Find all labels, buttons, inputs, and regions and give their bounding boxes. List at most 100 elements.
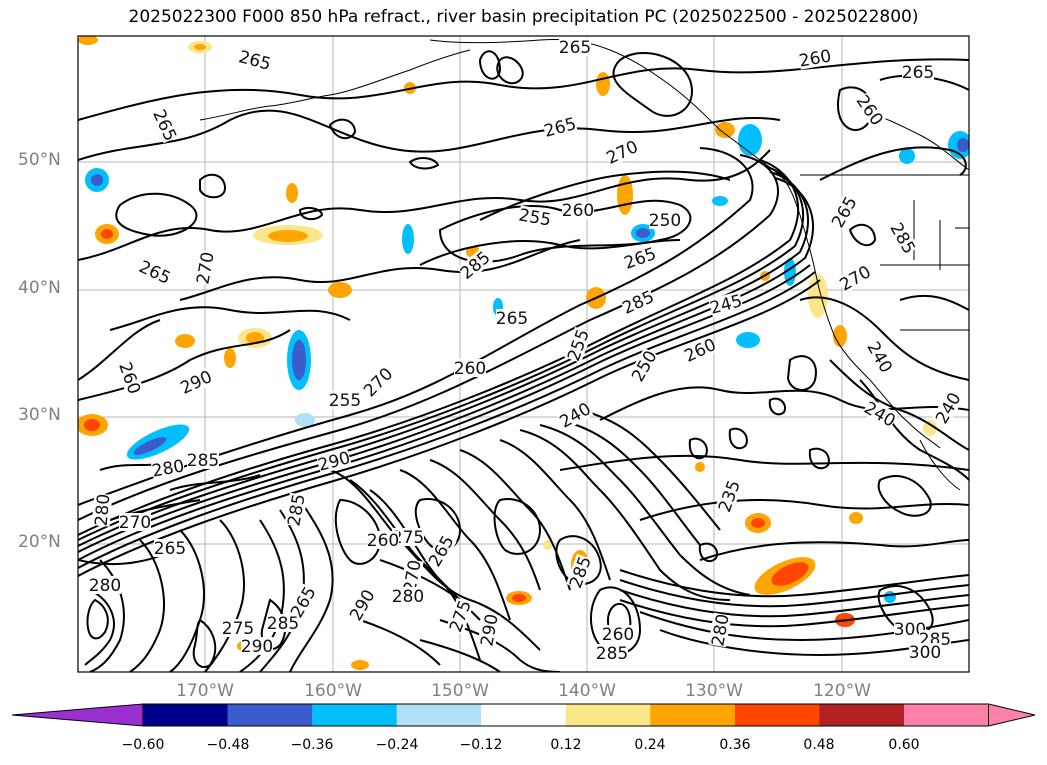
fill-patch [101,229,113,239]
lon-label-130w: 130°W [685,681,743,701]
contour-label-group: 275 [222,619,254,639]
fill-patch [175,334,195,348]
contour-label: 250 [649,211,681,231]
coastlines [199,39,969,491]
fill-patch [402,224,414,254]
plot-frame [77,35,970,673]
contour-label: 280 [392,587,424,607]
lon-label-140w: 140°W [558,681,616,701]
contour-label-group: 250 [649,211,681,231]
lat-label-40n: 40°N [18,278,61,298]
lon-label-150w: 150°W [431,681,489,701]
contour-label: 255 [329,391,361,411]
colorbar-tick-label: 0.36 [719,737,751,753]
fill-patch [268,230,308,242]
colorbar-segment [734,704,820,726]
fill-patch [751,518,765,528]
fill-patch [351,660,369,670]
contour-label-group: 255 [329,391,361,411]
fill-patch [617,175,633,215]
colorbar [11,703,1036,727]
fill-patch [596,72,610,96]
fill-patch [512,594,526,602]
fill-patch [91,174,103,186]
lat-label-30n: 30°N [18,405,61,425]
contour-label-group: 260 [454,359,486,379]
fill-patch [923,420,937,436]
colorbar-segment [903,704,989,726]
colorbar-segment [650,704,736,726]
contour-label-group: 280 [150,456,185,481]
fill-patch [849,512,863,524]
contour-label-group: 260 [367,531,399,551]
contour-label: 265 [902,63,934,83]
contour-label: 270 [119,513,151,533]
contour-label-group: 285 [187,451,219,471]
contour-label: 260 [602,625,634,645]
contour-label: 260 [454,359,486,379]
colorbar-segment [396,704,482,726]
fill-patch [84,419,100,431]
lat-label-20n: 20°N [18,532,61,552]
contour-label-group: 275 [392,528,424,548]
contour-label-group: 280 [89,576,121,596]
contour-label: 290 [241,637,273,657]
fill-patch [292,340,306,380]
fill-patch [543,540,553,550]
colorbar-segment [312,704,398,726]
fill-patch [133,437,167,455]
fill-patch [784,258,796,286]
contour-label-group: 280 [392,587,424,607]
colorbar-segment [565,704,651,726]
fill-patch [286,183,298,203]
colorbar-segment [143,704,229,726]
fill-patch [738,124,762,156]
colorbar-tick-label: 0.24 [634,737,666,753]
colorbar-segment [481,704,567,726]
map-title: 2025022300 F000 850 hPa refract., river … [128,7,919,27]
fill-patch [695,462,705,472]
colorbar-tick-label: −0.48 [206,737,250,753]
contour-label: 265 [496,309,528,329]
lat-label-50n: 50°N [18,150,61,170]
colorbar-tick-label: −0.12 [459,737,503,753]
contour-label-group: 285 [596,644,628,664]
contour-label: 265 [154,539,186,559]
lon-label-160w: 160°W [304,681,362,701]
contour-label-group: 265 [154,539,186,559]
contour-label-group: 300 [909,643,941,663]
contour-label-group: 265 [496,309,528,329]
contour-label-group: 265 [902,63,934,83]
fill-patch [957,138,969,152]
colorbar-tick-label: 0.12 [550,737,582,753]
fill-patch [295,413,315,427]
contour-label: 285 [267,614,299,634]
contour-label: 285 [596,644,628,664]
colorbar-tick-label: 0.48 [803,737,835,753]
fill-patch [899,148,915,164]
contour-label-group: 285 [267,614,299,634]
contour-label: 300 [909,643,941,663]
fill-patch [771,562,809,586]
fill-patch [246,332,264,344]
contour-label-group: 300 [894,620,926,640]
contour-label: 275 [222,619,254,639]
lon-label-120w: 120°W [813,681,871,701]
fill-patch [736,332,760,348]
lon-label-170w: 170°W [176,681,234,701]
fill-patch [715,122,735,138]
contour-label-group: 265 [148,106,180,144]
colorbar-tick-label: −0.24 [375,737,419,753]
fill-patch [636,228,650,238]
contour-label-group: 290 [241,637,273,657]
contour-label-group: 265 [559,38,591,58]
contour-label-group: 270 [119,513,151,533]
colorbar-extend-high [988,703,1036,727]
contour-label-group: 260 [602,625,634,645]
contour-label: 265 [559,38,591,58]
fill-patch [194,44,206,50]
contour-lines [78,50,969,672]
contour-label-group: 280 [92,493,115,527]
contour-label-group: 265 [236,47,273,75]
